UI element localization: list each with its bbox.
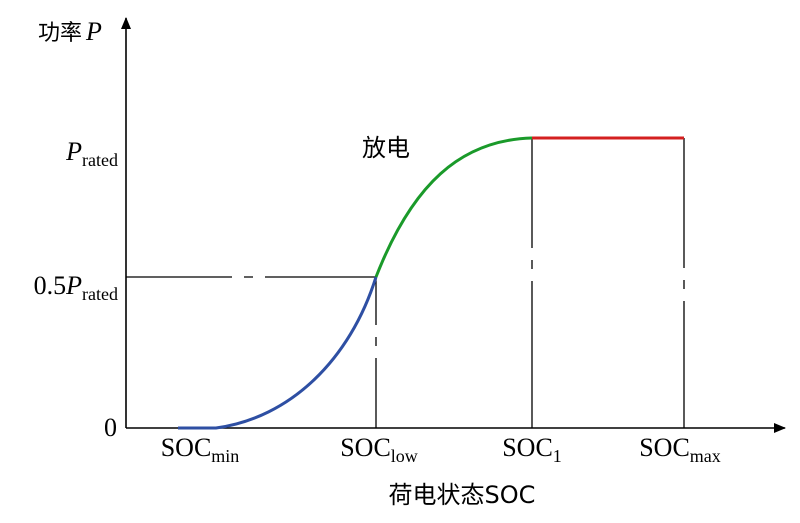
- curve-segment-low: [178, 276, 378, 430]
- x-tick-soc-1: SOC1: [502, 433, 562, 466]
- x-tick-soc-max: SOCmax: [639, 433, 721, 466]
- y-axis-title-symbol: P: [85, 17, 102, 46]
- curve-segment-discharge: [374, 136, 533, 278]
- x-axis-title: 荷电状态SOC: [389, 481, 536, 509]
- y-axis-title-cn: 功率: [38, 21, 82, 46]
- y-axis-title: 功率 P: [38, 17, 102, 46]
- curve-label-discharge: 放电: [362, 134, 410, 162]
- y-tick-rated: Prated: [65, 137, 118, 170]
- y-tick-half-rated: 0.5Prated: [34, 271, 118, 304]
- x-tick-soc-min: SOCmin: [161, 433, 240, 466]
- x-tick-soc-low: SOClow: [340, 433, 418, 466]
- y-tick-zero: 0: [104, 413, 117, 442]
